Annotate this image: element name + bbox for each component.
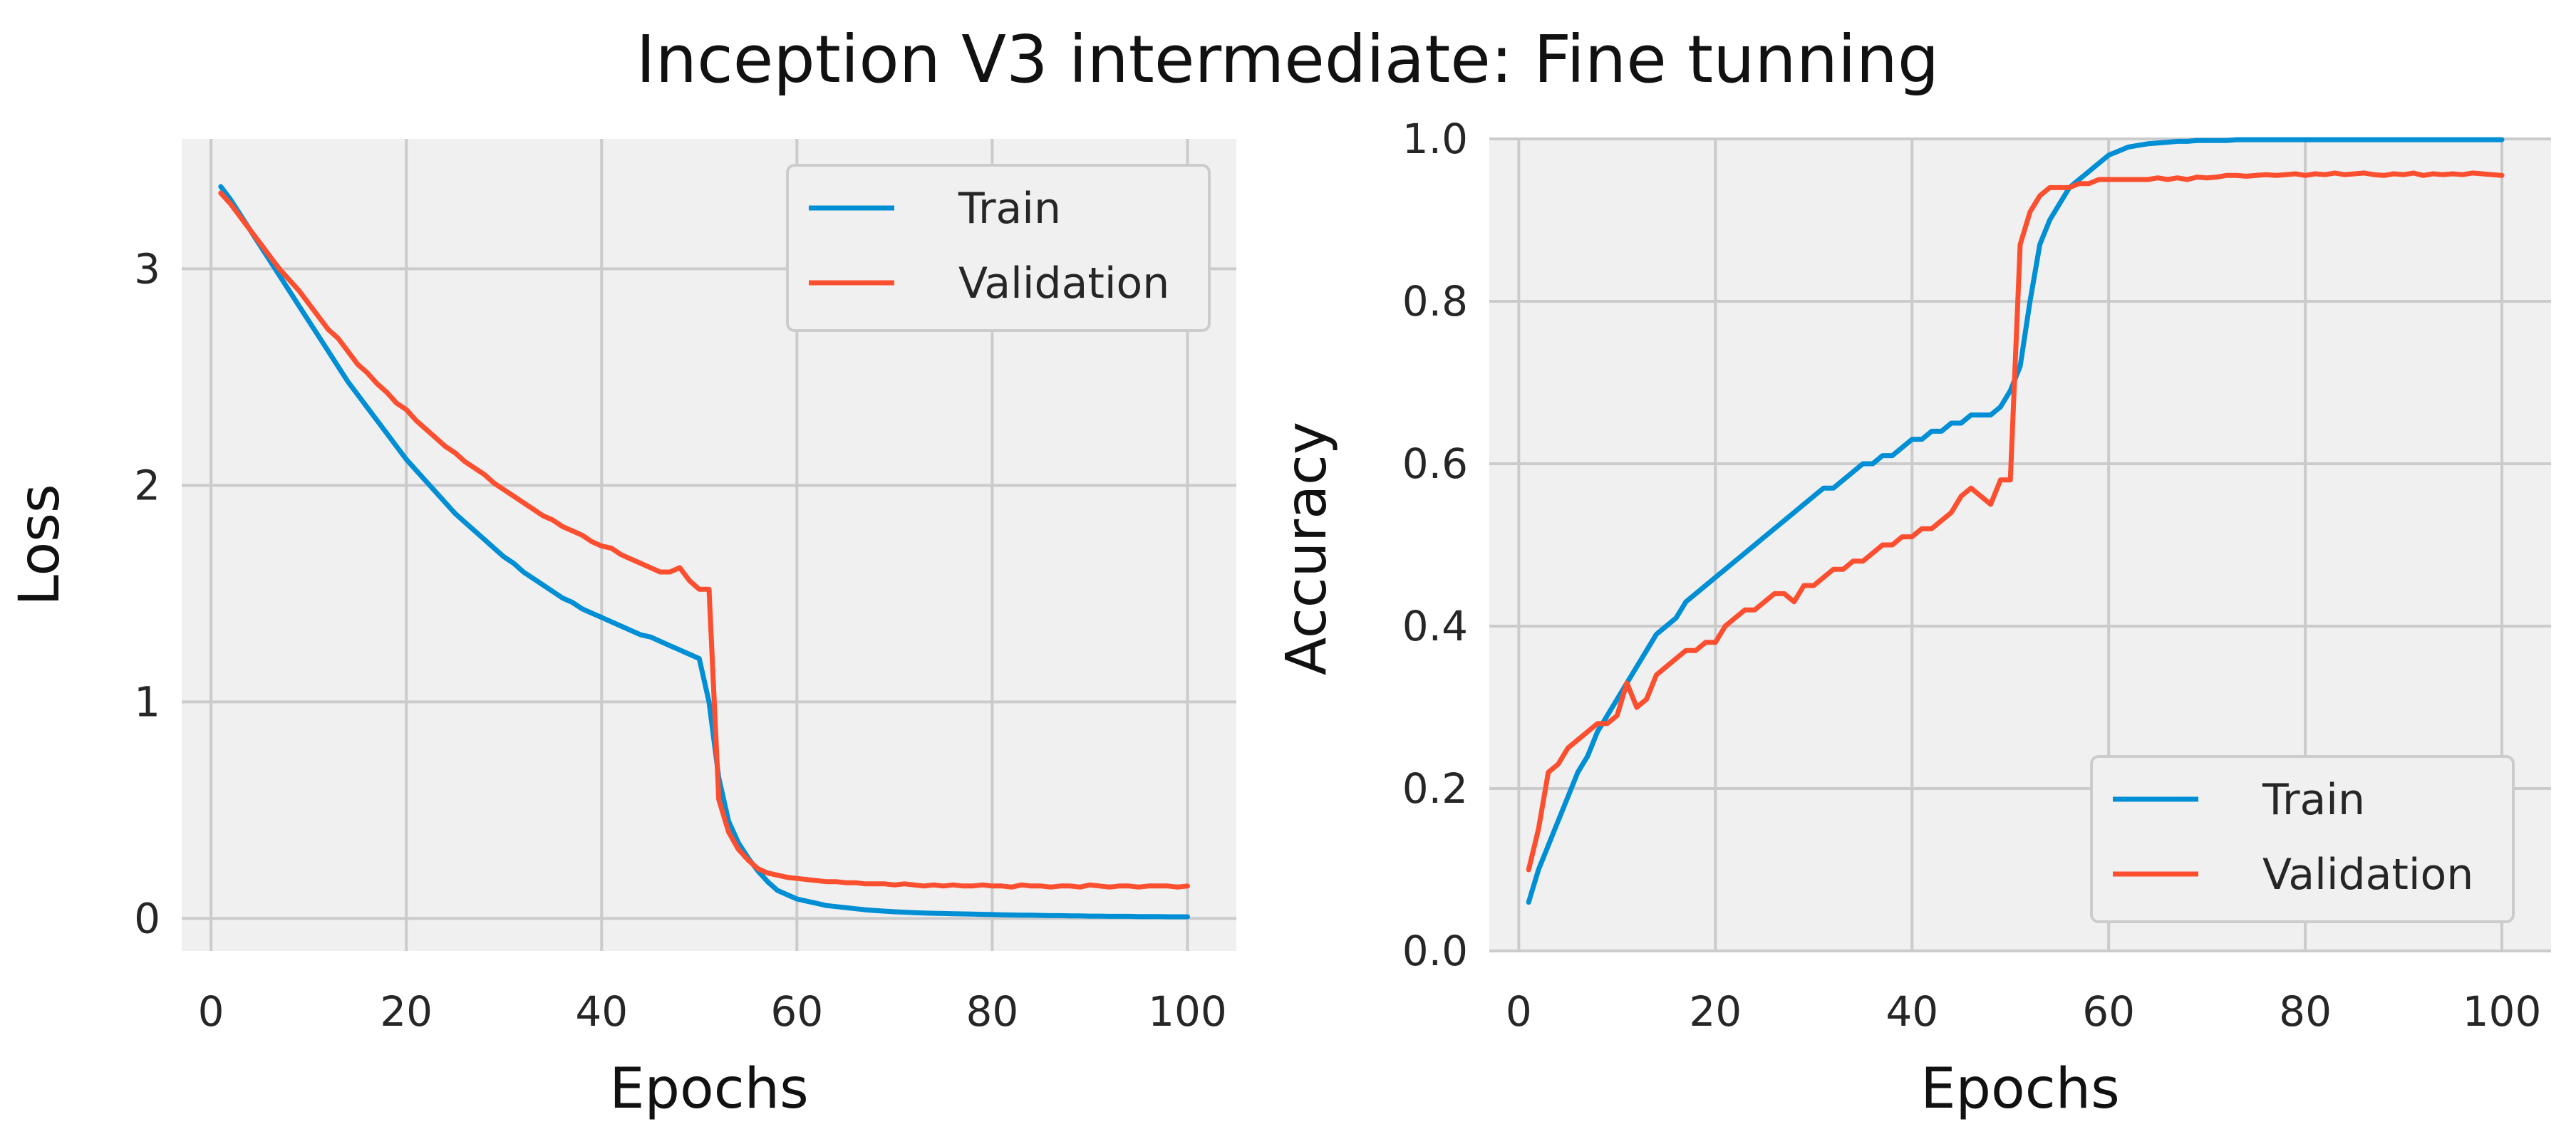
x-tick-label: 100 xyxy=(1148,987,1227,1036)
x-tick-label: 0 xyxy=(198,987,224,1036)
x-tick-label: 0 xyxy=(1506,987,1532,1036)
y-tick-label: 0.2 xyxy=(1402,764,1468,813)
legend: Train Validation xyxy=(786,164,1211,332)
y-tick-label: 0 xyxy=(134,894,160,942)
x-axis-label: Epochs xyxy=(609,1057,808,1121)
y-tick-label: 0.8 xyxy=(1402,277,1468,326)
series-line-train xyxy=(218,184,1190,920)
x-tick-label: 40 xyxy=(575,987,628,1036)
x-tick-label: 20 xyxy=(1689,987,1742,1036)
legend-label-train: Train xyxy=(2262,775,2365,825)
legend-label-validation: Validation xyxy=(2262,850,2473,900)
y-tick-label: 1 xyxy=(134,677,160,726)
y-tick-label: 1.0 xyxy=(1402,115,1468,163)
loss-chart: 0 20 40 60 80 100 0 1 2 3 Epochs Loss Train Validatio… xyxy=(8,139,1236,1121)
y-tick-label: 0.6 xyxy=(1402,440,1468,488)
series-line-validation xyxy=(1526,170,2505,873)
x-tick-label: 80 xyxy=(966,987,1019,1036)
y-tick-label: 0.4 xyxy=(1402,602,1468,650)
figure-title: Inception V3 intermediate: Fine tunning xyxy=(636,21,1940,98)
accuracy-chart: 0 20 40 60 80 100 0.0 0.2 0.4 0.6 0.8 1.0 Epochs Accu… xyxy=(1275,115,2551,1121)
legend: Train Validation xyxy=(2090,755,2515,923)
x-tick-label: 20 xyxy=(380,987,433,1036)
y-tick-label: 3 xyxy=(134,244,160,293)
x-tick-label: 60 xyxy=(770,987,823,1036)
legend-label-train: Train xyxy=(958,184,1061,234)
y-axis-label: Accuracy xyxy=(1275,422,1339,675)
y-axis-label: Loss xyxy=(8,484,72,605)
x-tick-label: 60 xyxy=(2082,987,2135,1036)
x-tick-label: 40 xyxy=(1886,987,1938,1036)
y-tick-label: 2 xyxy=(134,461,160,509)
legend-label-validation: Validation xyxy=(958,259,1169,308)
y-tick-label: 0.0 xyxy=(1402,927,1468,975)
x-tick-label: 100 xyxy=(2463,987,2542,1036)
x-tick-label: 80 xyxy=(2279,987,2332,1036)
x-axis-label: Epochs xyxy=(1920,1057,2119,1121)
series-line-validation xyxy=(218,190,1190,890)
